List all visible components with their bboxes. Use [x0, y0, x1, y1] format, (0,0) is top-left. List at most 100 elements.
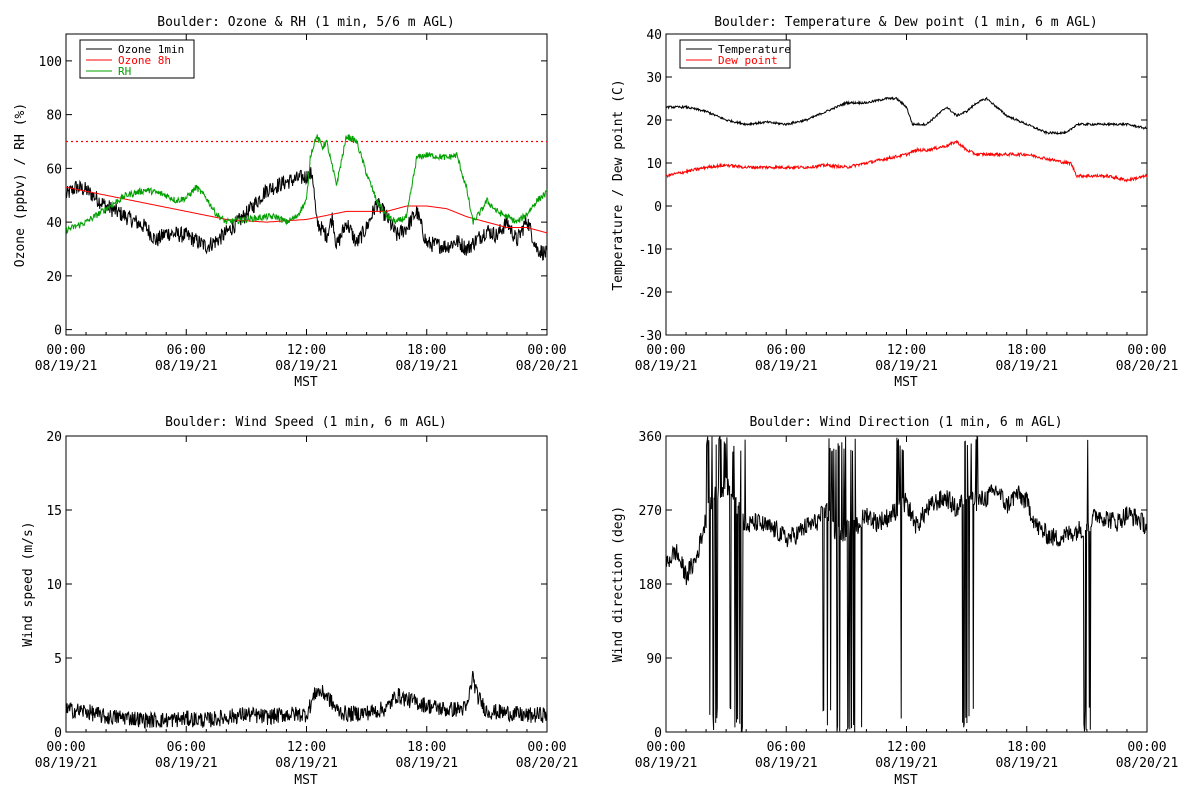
legend: Ozone 1min Ozone 8h RH: [79, 39, 195, 79]
y-axis-ticks: 0 90 180 270 360: [639, 430, 1147, 741]
series-line: [65, 134, 548, 235]
series-line: [665, 96, 1148, 136]
series-line: [65, 670, 548, 730]
plot-area: [665, 436, 1148, 733]
x-tick-label-time: 18:00: [1007, 343, 1046, 358]
x-tick-label-date: 08/19/21: [275, 756, 338, 771]
plot-area: [665, 96, 1148, 183]
x-axis-ticks: 00:0008/19/2106:0008/19/2112:0008/19/211…: [635, 34, 1178, 374]
y-tick-label: 80: [46, 109, 62, 124]
x-tick-label-date: 08/19/21: [155, 359, 218, 374]
x-tick-label-date: 08/19/21: [755, 359, 818, 374]
y-axis-ticks: 0 5 10 15 20: [46, 430, 547, 741]
y-tick-label: 0: [654, 726, 662, 741]
plot-area: [65, 134, 548, 261]
y-tick-label: 100: [39, 55, 62, 70]
x-tick-label-time: 00:00: [46, 343, 85, 358]
x-tick-label-time: 18:00: [1007, 740, 1046, 755]
y-tick-label: 15: [46, 504, 62, 519]
x-tick-label-date: 08/19/21: [155, 756, 218, 771]
legend-label-temperature: Temperature: [718, 43, 791, 56]
y-tick-label: 20: [46, 430, 62, 445]
legend-label-ozone-1min: Ozone 1min: [118, 43, 184, 56]
x-tick-label-time: 00:00: [646, 740, 685, 755]
y-tick-label: 0: [54, 726, 62, 741]
y-tick-label: 5: [54, 652, 62, 667]
y-tick-label: 40: [46, 216, 62, 231]
x-axis-label: MST: [894, 375, 918, 390]
x-tick-label-date: 08/20/21: [516, 756, 579, 771]
x-tick-label-time: 18:00: [407, 343, 446, 358]
x-tick-label-date: 08/20/21: [1116, 756, 1179, 771]
y-axis-label: Wind speed (m/s): [21, 521, 36, 646]
x-tick-label-time: 00:00: [1127, 343, 1166, 358]
chart-title: Boulder: Ozone & RH (1 min, 5/6 m AGL): [157, 15, 454, 30]
x-tick-label-date: 08/19/21: [875, 756, 938, 771]
x-tick-label-date: 08/19/21: [35, 756, 98, 771]
series-line: [65, 167, 548, 261]
temperature-dewpoint-panel: Boulder: Temperature & Dew point (1 min,…: [611, 15, 1178, 390]
x-tick-label-time: 06:00: [167, 740, 206, 755]
y-tick-label: 20: [646, 114, 662, 129]
y-tick-label: 30: [646, 71, 662, 86]
legend-box: [79, 39, 195, 79]
x-axis-label: MST: [294, 773, 318, 788]
legend-label-rh: RH: [118, 65, 131, 78]
x-tick-label-date: 08/19/21: [995, 756, 1058, 771]
y-tick-label: 270: [639, 504, 662, 519]
y-tick-label: 20: [46, 270, 62, 285]
x-tick-label-time: 00:00: [646, 343, 685, 358]
y-tick-label: -10: [639, 243, 662, 258]
legend: Temperature Dew point: [679, 39, 791, 69]
series-line: [65, 186, 548, 234]
x-tick-label-time: 12:00: [287, 343, 326, 358]
x-tick-label-time: 00:00: [1127, 740, 1166, 755]
x-tick-label-date: 08/19/21: [35, 359, 98, 374]
x-tick-label-date: 08/19/21: [395, 756, 458, 771]
wind-direction-panel: Boulder: Wind Direction (1 min, 6 m AGL)…: [611, 415, 1178, 788]
x-tick-label-date: 08/19/21: [395, 359, 458, 374]
legend-label-ozone-8h: Ozone 8h: [118, 54, 171, 67]
legend-label-dew-point: Dew point: [718, 54, 778, 67]
series-line: [665, 139, 1148, 183]
x-tick-label-date: 08/19/21: [755, 756, 818, 771]
y-axis-label: Ozone (ppbv) / RH (%): [13, 103, 28, 267]
y-tick-label: 40: [646, 28, 662, 43]
plot-frame: [65, 33, 548, 336]
x-axis-label: MST: [894, 773, 918, 788]
y-tick-label: -20: [639, 286, 662, 301]
plot-frame: [665, 33, 1148, 336]
x-tick-label-date: 08/19/21: [635, 359, 698, 374]
chart-title: Boulder: Temperature & Dew point (1 min,…: [714, 15, 1098, 30]
y-tick-label: 0: [654, 200, 662, 215]
y-axis-label: Temperature / Dew point (C): [611, 79, 626, 290]
x-axis-ticks: 00:0008/19/2106:0008/19/2112:0008/19/211…: [635, 436, 1179, 771]
x-axis-ticks: 00:0008/19/2106:0008/19/2112:0008/19/211…: [35, 34, 579, 374]
x-tick-label-date: 08/19/21: [275, 359, 338, 374]
x-tick-label-time: 12:00: [887, 740, 926, 755]
y-tick-label: 0: [54, 324, 62, 339]
series-line: [665, 436, 1148, 733]
chart-title: Boulder: Wind Speed (1 min, 6 m AGL): [165, 415, 447, 430]
y-axis-ticks: -30 -20 -10 0 10 20 30 40: [639, 28, 1147, 344]
x-tick-label-time: 06:00: [167, 343, 206, 358]
x-axis-ticks: 00:0008/19/2106:0008/19/2112:0008/19/211…: [35, 436, 579, 771]
x-tick-label-date: 08/19/21: [875, 359, 938, 374]
x-tick-label-time: 00:00: [46, 740, 85, 755]
x-tick-label-date: 08/20/21: [516, 359, 579, 374]
chart-title: Boulder: Wind Direction (1 min, 6 m AGL): [749, 415, 1062, 430]
plot-area: [65, 670, 548, 730]
wind-speed-panel: Boulder: Wind Speed (1 min, 6 m AGL) 0 5 1…: [21, 415, 578, 788]
x-tick-label-time: 00:00: [527, 740, 566, 755]
y-axis-label: Wind direction (deg): [611, 506, 626, 663]
x-axis-label: MST: [294, 375, 318, 390]
x-tick-label-date: 08/19/21: [635, 756, 698, 771]
ozone-rh-panel: Boulder: Ozone & RH (1 min, 5/6 m AGL) 0…: [13, 15, 578, 390]
x-tick-label-time: 12:00: [887, 343, 926, 358]
y-tick-label: 180: [639, 578, 662, 593]
x-tick-label-time: 00:00: [527, 343, 566, 358]
x-tick-label-date: 08/19/21: [995, 359, 1058, 374]
y-tick-label: 10: [646, 157, 662, 172]
x-tick-label-time: 06:00: [767, 740, 806, 755]
